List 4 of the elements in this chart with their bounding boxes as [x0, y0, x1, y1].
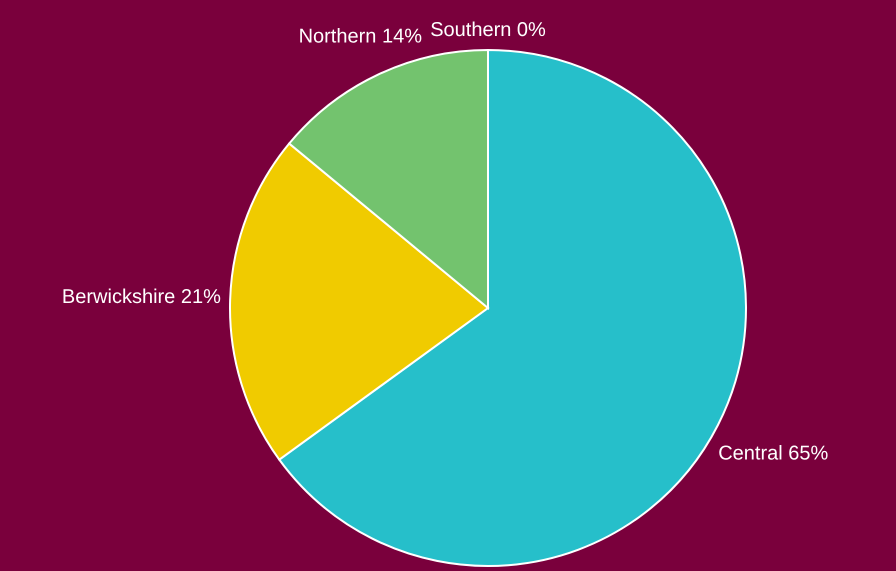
slice-label: Northern 14% — [298, 26, 422, 48]
category-label: Southern 0% — [430, 19, 546, 41]
slice-label: Central 65% — [718, 442, 828, 464]
slice-label: Berwickshire 21% — [62, 286, 222, 308]
